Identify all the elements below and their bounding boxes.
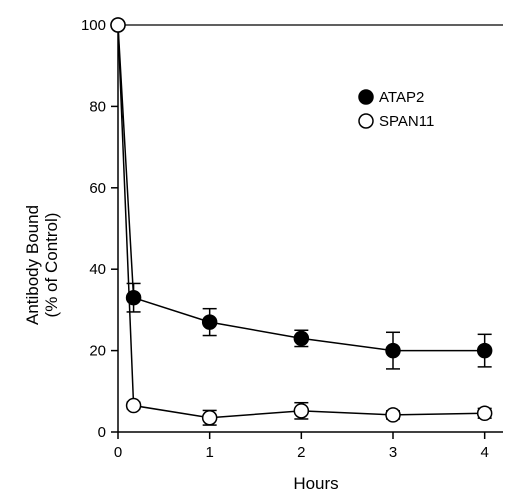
legend-label-atap2: ATAP2: [379, 89, 424, 106]
x-axis-title: Hours: [293, 474, 338, 493]
data-point-atap2-5: [476, 342, 493, 359]
axes: 0 20 40 60 80 100 0 1 2 3 4: [81, 17, 503, 461]
data-point-atap2-3: [293, 330, 310, 347]
y-tick-label-0: 0: [98, 424, 106, 441]
legend-label-span11: SPAN11: [379, 113, 434, 130]
y-tick-label-20: 20: [89, 343, 106, 360]
data-point-span11-5: [476, 405, 493, 422]
data-point-atap2-1: [125, 289, 142, 306]
y-axis-title: Antibody Bound (% of Control): [23, 205, 61, 325]
series-line-span11: [117, 24, 485, 419]
y-axis-title-line-1: Antibody Bound: [23, 205, 42, 325]
series-group: [110, 17, 493, 426]
legend-marker-span11: [358, 113, 374, 129]
y-tick-label-40: 40: [89, 261, 106, 278]
data-point-atap2-2: [201, 314, 218, 330]
data-point-span11-3: [293, 403, 310, 419]
x-tick-label-3: 3: [389, 444, 397, 461]
data-point-atap2-4: [385, 342, 401, 359]
y-tick-label-60: 60: [89, 180, 106, 197]
y-axis-title-line-2: (% of Control): [42, 213, 61, 318]
x-tick-label-0: 0: [114, 444, 122, 461]
data-point-span11-4: [385, 407, 401, 423]
series-line-atap2: [117, 24, 485, 352]
y-tick-label-100: 100: [81, 17, 106, 34]
legend: ATAP2 SPAN11: [358, 89, 434, 130]
x-tick-label-1: 1: [205, 444, 213, 461]
data-point-span11-1: [125, 397, 142, 414]
x-tick-label-2: 2: [297, 444, 305, 461]
y-tick-label-80: 80: [89, 98, 106, 115]
series-atap2: [110, 17, 493, 370]
x-tick-label-4: 4: [480, 444, 488, 461]
data-point-span11-0: [110, 17, 126, 33]
legend-marker-atap2: [358, 89, 374, 105]
data-point-span11-2: [201, 410, 218, 426]
series-span11: [110, 17, 493, 426]
